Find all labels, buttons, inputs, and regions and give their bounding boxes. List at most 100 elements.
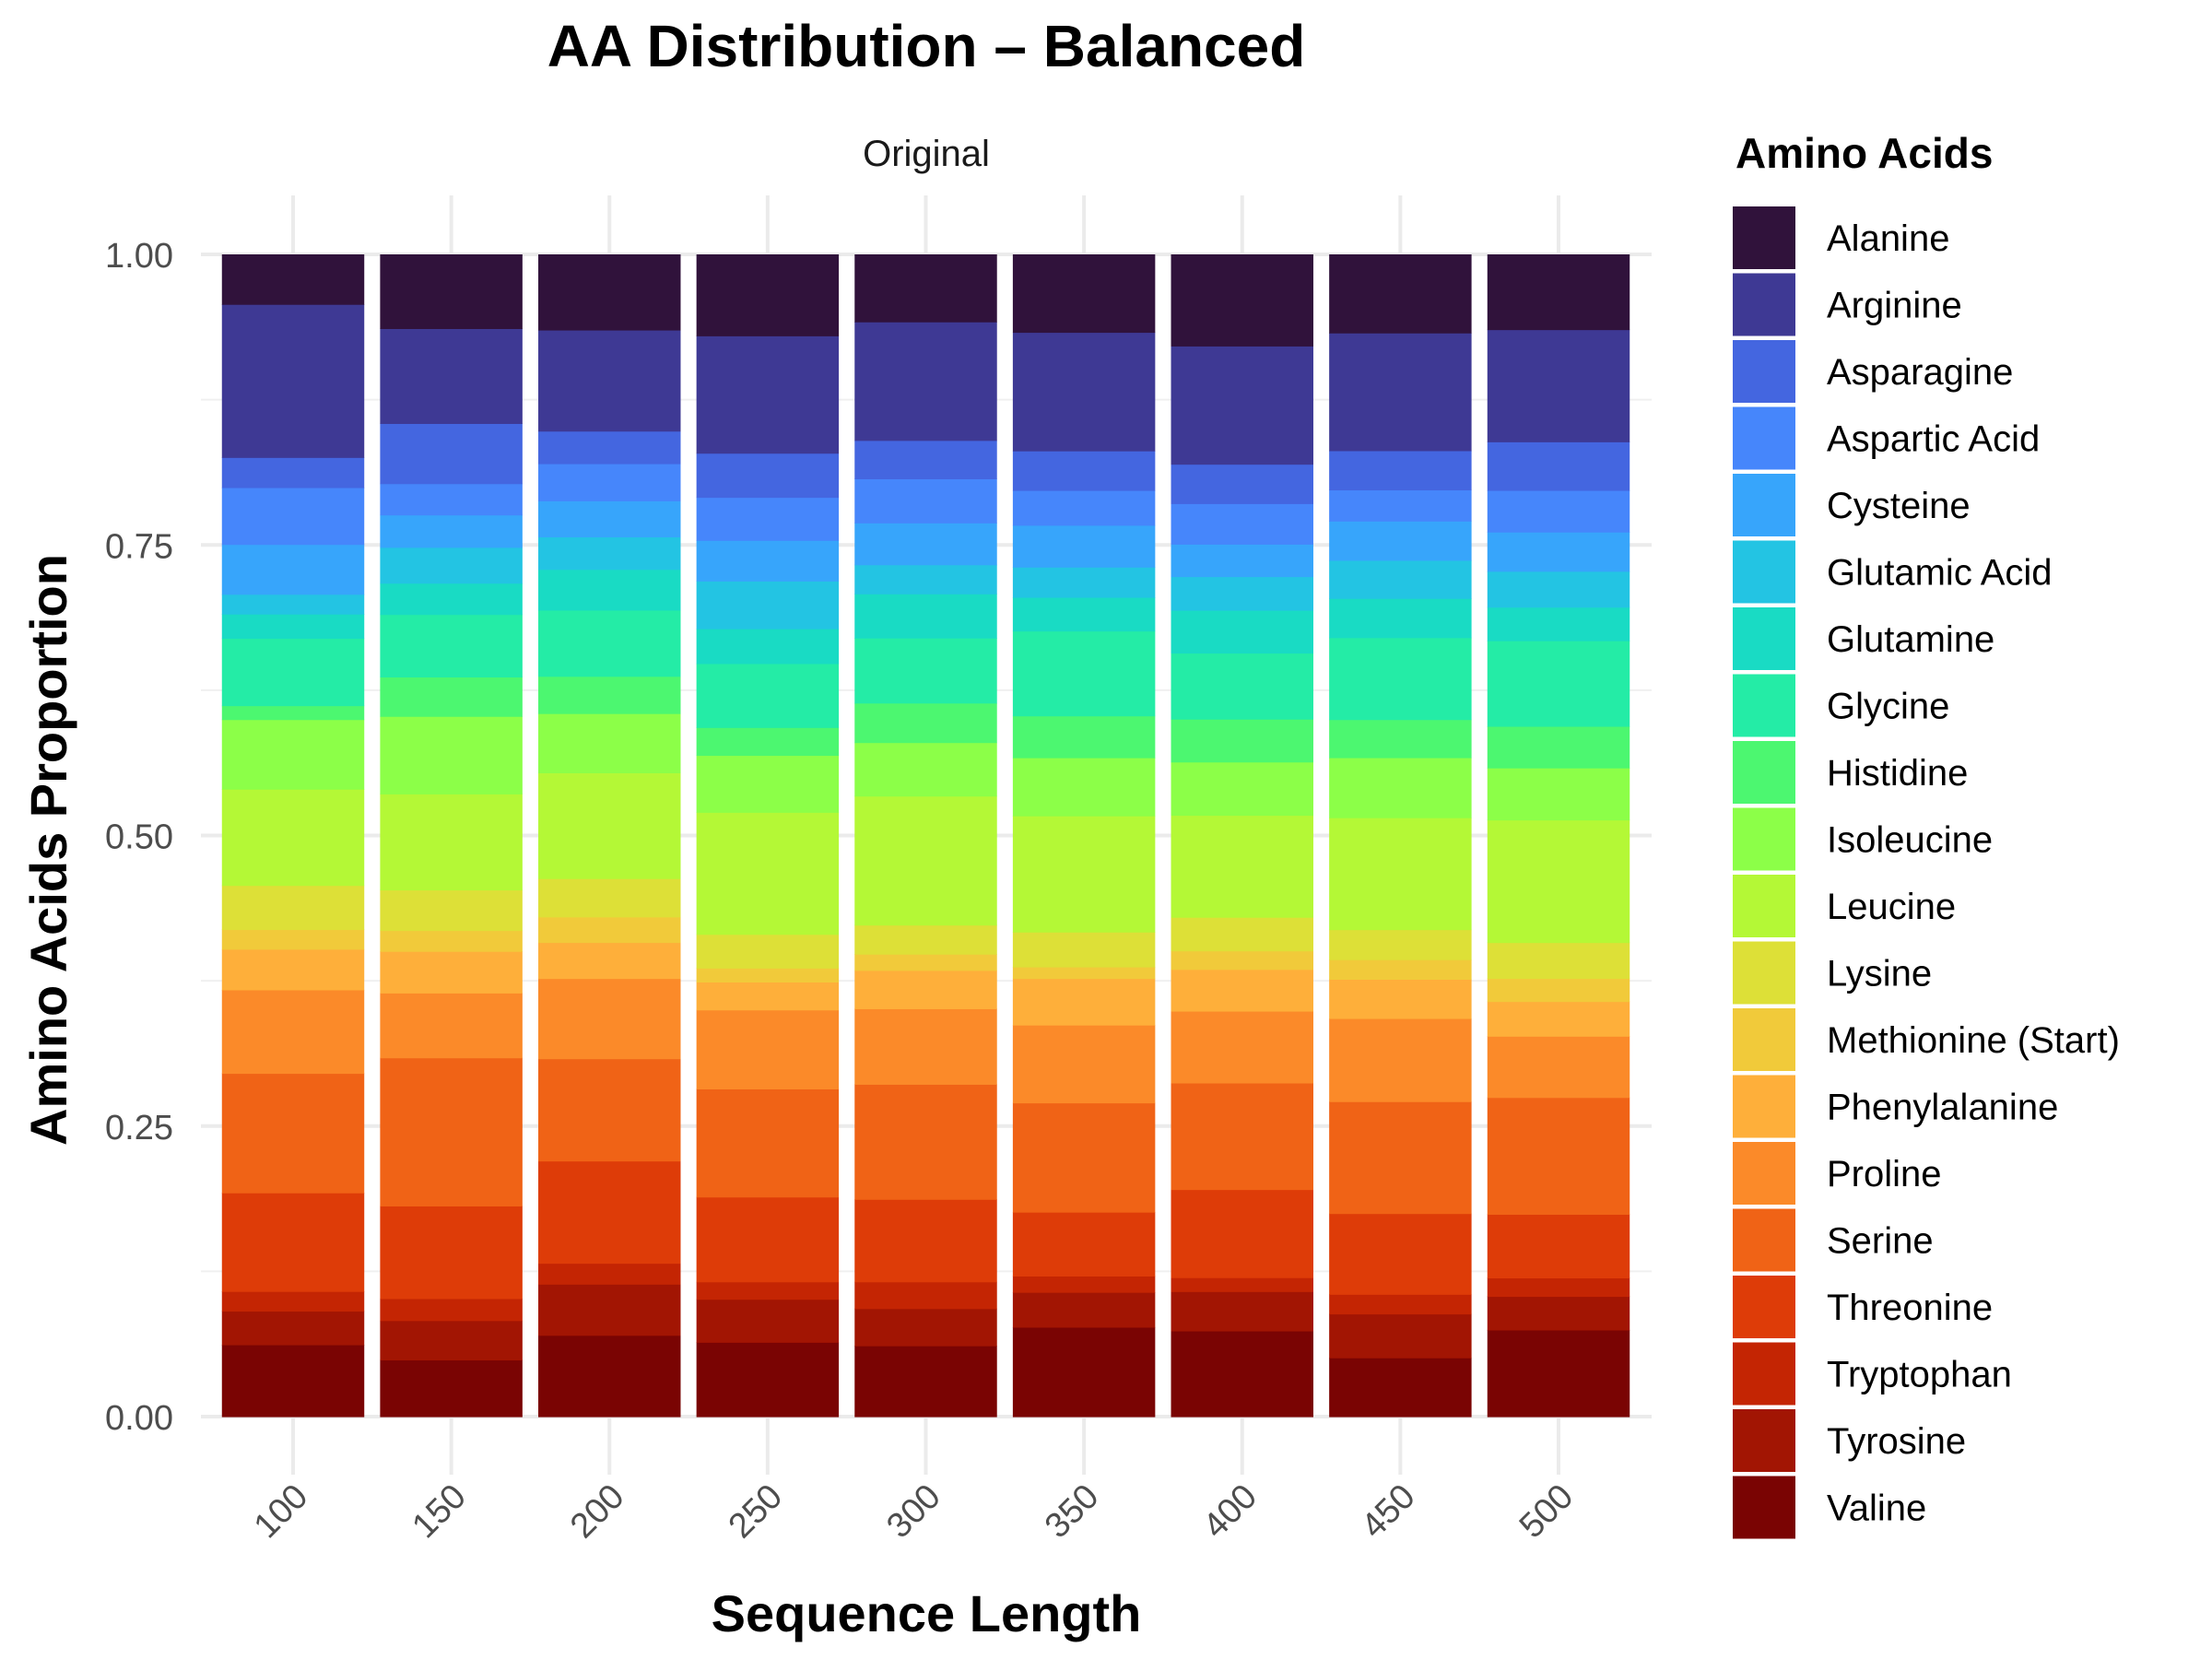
legend-label: Cysteine — [1827, 486, 1971, 526]
bar-segment — [221, 544, 365, 595]
x-tick-label: 300 — [879, 1477, 948, 1547]
bar-segment — [380, 794, 523, 891]
bar-segment — [380, 614, 523, 678]
bar-segment — [1487, 1036, 1630, 1099]
legend-label: Glutamic Acid — [1827, 553, 2053, 594]
y-axis: 0.00 0.25 0.50 0.75 1.00 — [105, 237, 173, 1438]
bar-segment — [1171, 576, 1313, 611]
bar-segment — [696, 1342, 840, 1418]
bar-segment — [1171, 950, 1313, 971]
legend-label: Tyrosine — [1827, 1421, 1966, 1462]
bar-segment — [221, 929, 365, 950]
bar-segment — [1487, 1097, 1630, 1216]
legend-label: Methionine (Start) — [1827, 1020, 2120, 1061]
bar-segment — [1012, 451, 1156, 491]
legend-swatch — [1733, 340, 1795, 403]
bar-segment — [1012, 630, 1156, 717]
legend-label: Proline — [1827, 1154, 1942, 1194]
bar-segment — [1171, 815, 1313, 918]
bar-segment — [696, 581, 840, 629]
y-tick-label: 0.00 — [105, 1399, 173, 1438]
bar-segment — [854, 322, 997, 441]
legend-swatch — [1733, 406, 1795, 470]
legend-item: Threonine — [1733, 1276, 1993, 1338]
bar-segment — [538, 254, 681, 331]
legend-item: Proline — [1733, 1142, 1942, 1205]
bar-segment — [1329, 598, 1472, 639]
bar-segment — [854, 638, 997, 704]
bar-segment — [1171, 464, 1313, 504]
bar-segment — [854, 1308, 997, 1347]
legend-swatch — [1733, 1276, 1795, 1338]
bar-segment — [1171, 1189, 1313, 1278]
legend-swatch — [1733, 1476, 1795, 1539]
bar-segment — [380, 930, 523, 952]
x-tick-label: 200 — [563, 1477, 632, 1547]
bar-segment — [1329, 489, 1472, 522]
bar-segment — [696, 812, 840, 935]
bar-segment — [696, 540, 840, 582]
legend-swatch — [1733, 807, 1795, 871]
bar-segment — [1487, 641, 1630, 727]
legend-item: Lysine — [1733, 941, 1932, 1005]
bar-segment — [1171, 254, 1313, 347]
bar-segment — [854, 478, 997, 524]
bar-segment — [1012, 1292, 1156, 1328]
legend-swatch — [1733, 273, 1795, 336]
bar-segment — [1329, 979, 1472, 1019]
bar-segment — [538, 676, 681, 714]
legend-label: Aspartic Acid — [1827, 419, 2040, 460]
y-tick-label: 0.75 — [105, 527, 173, 566]
bar-segment — [1171, 544, 1313, 578]
bar-segment — [380, 1320, 523, 1361]
legend-item: Tryptophan — [1733, 1342, 2012, 1406]
bar-segment — [538, 878, 681, 918]
bar-segment — [538, 916, 681, 944]
x-tick-label: 400 — [1196, 1477, 1265, 1547]
legend-item: Valine — [1733, 1476, 1926, 1539]
bar-segment — [221, 304, 365, 458]
bar-segment — [1171, 346, 1313, 465]
bar-segment — [1487, 1329, 1630, 1418]
bar-stack-100 — [221, 254, 365, 1418]
legend-swatch — [1733, 1008, 1795, 1071]
legend-label: Glycine — [1827, 687, 1949, 727]
bar-segment — [1329, 1213, 1472, 1295]
bar-stack-250 — [696, 254, 840, 1418]
legend-item: Isoleucine — [1733, 807, 1993, 871]
legend-label: Isoleucine — [1827, 820, 1993, 861]
bar-segment — [380, 1359, 523, 1418]
bar-segment — [696, 755, 840, 813]
bar-segment — [696, 629, 840, 665]
legend-item: Glutamine — [1733, 607, 1994, 670]
legend-swatch — [1733, 206, 1795, 269]
bar-segment — [538, 430, 681, 465]
bar-segment — [1171, 1291, 1313, 1332]
bar-segment — [1012, 1102, 1156, 1213]
chart-title: AA Distribution – Balanced — [547, 13, 1306, 79]
legend-swatch — [1733, 607, 1795, 670]
bar-segment — [1171, 969, 1313, 1012]
bar-segment — [1487, 329, 1630, 442]
bar-segment — [221, 457, 365, 488]
bar-segment — [380, 1057, 523, 1207]
x-axis-title: Sequence Length — [712, 1584, 1142, 1642]
bar-segment — [221, 1193, 365, 1292]
bar-segment — [380, 677, 523, 717]
bar-segment — [1012, 489, 1156, 526]
bar-segment — [380, 889, 523, 932]
bar-segment — [854, 564, 997, 594]
bar-segment — [696, 254, 840, 336]
bar-segment — [538, 978, 681, 1060]
bar-segment — [538, 569, 681, 611]
x-tick-label: 500 — [1512, 1477, 1582, 1547]
bar-segment — [1329, 1101, 1472, 1215]
bar-segment — [1171, 1330, 1313, 1418]
legend-title: Amino Acids — [1735, 129, 1993, 177]
bar-segment — [1329, 521, 1472, 561]
bar-stack-200 — [538, 254, 681, 1418]
bar-segment — [538, 463, 681, 501]
bar-segment — [854, 594, 997, 639]
bar-segment — [538, 1160, 681, 1265]
bar-segment — [696, 663, 840, 728]
